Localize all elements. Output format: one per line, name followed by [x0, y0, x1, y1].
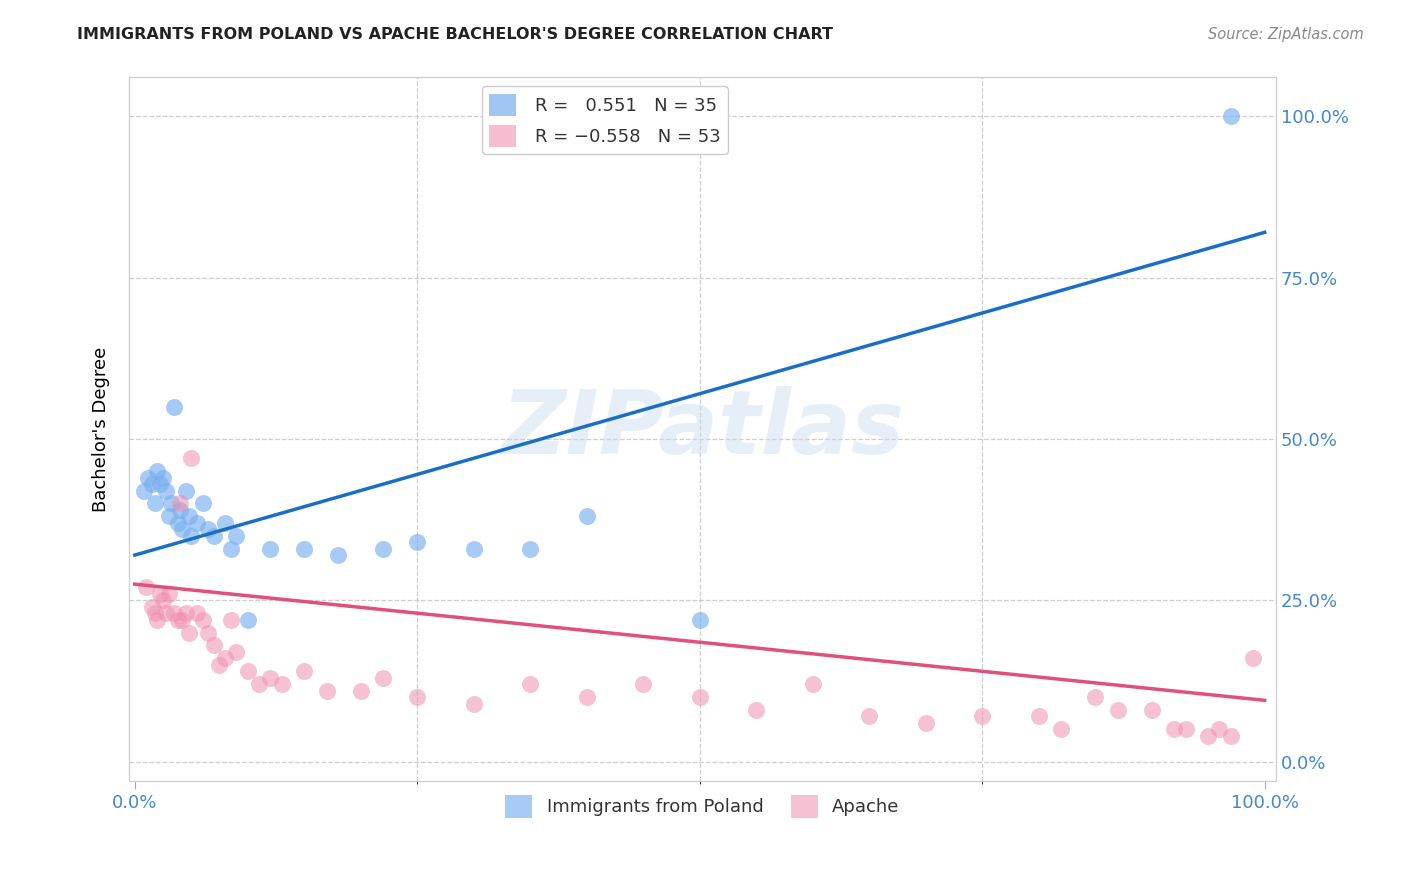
- Point: [177, 625, 200, 640]
- Point: [575, 509, 598, 524]
- Point: [202, 639, 225, 653]
- Point: [169, 503, 191, 517]
- Text: ZIPatlas: ZIPatlas: [501, 385, 904, 473]
- Point: [575, 690, 598, 704]
- Point: [270, 677, 292, 691]
- Text: Source: ZipAtlas.com: Source: ZipAtlas.com: [1208, 27, 1364, 42]
- Point: [143, 496, 166, 510]
- Point: [197, 625, 219, 640]
- Point: [172, 522, 194, 536]
- Point: [1219, 729, 1241, 743]
- Point: [214, 516, 236, 530]
- Point: [146, 464, 169, 478]
- Point: [180, 451, 202, 466]
- Point: [225, 645, 247, 659]
- Point: [406, 535, 429, 549]
- Point: [519, 541, 541, 556]
- Point: [1140, 703, 1163, 717]
- Point: [689, 613, 711, 627]
- Point: [219, 613, 242, 627]
- Point: [373, 541, 395, 556]
- Point: [1241, 651, 1264, 665]
- Point: [1028, 709, 1050, 723]
- Point: [132, 483, 155, 498]
- Legend: Immigrants from Poland, Apache: Immigrants from Poland, Apache: [498, 789, 907, 825]
- Point: [186, 516, 208, 530]
- Point: [225, 529, 247, 543]
- Point: [149, 587, 172, 601]
- Point: [186, 606, 208, 620]
- Point: [259, 671, 281, 685]
- Point: [135, 580, 157, 594]
- Point: [166, 516, 188, 530]
- Point: [463, 541, 485, 556]
- Point: [326, 548, 349, 562]
- Point: [914, 715, 936, 730]
- Point: [972, 709, 994, 723]
- Point: [292, 665, 315, 679]
- Point: [146, 613, 169, 627]
- Point: [155, 606, 177, 620]
- Point: [1050, 723, 1073, 737]
- Point: [157, 587, 180, 601]
- Point: [292, 541, 315, 556]
- Point: [141, 477, 163, 491]
- Y-axis label: Bachelor's Degree: Bachelor's Degree: [93, 347, 110, 512]
- Point: [136, 470, 159, 484]
- Point: [259, 541, 281, 556]
- Point: [202, 529, 225, 543]
- Point: [1163, 723, 1185, 737]
- Point: [163, 606, 186, 620]
- Point: [1084, 690, 1107, 704]
- Point: [689, 690, 711, 704]
- Point: [219, 541, 242, 556]
- Point: [155, 483, 177, 498]
- Text: IMMIGRANTS FROM POLAND VS APACHE BACHELOR'S DEGREE CORRELATION CHART: IMMIGRANTS FROM POLAND VS APACHE BACHELO…: [77, 27, 834, 42]
- Point: [247, 677, 270, 691]
- Point: [152, 470, 174, 484]
- Point: [191, 613, 214, 627]
- Point: [1208, 723, 1230, 737]
- Point: [157, 509, 180, 524]
- Point: [350, 683, 373, 698]
- Point: [236, 613, 259, 627]
- Point: [519, 677, 541, 691]
- Point: [1174, 723, 1197, 737]
- Point: [463, 697, 485, 711]
- Point: [169, 496, 191, 510]
- Point: [177, 509, 200, 524]
- Point: [149, 477, 172, 491]
- Point: [172, 613, 194, 627]
- Point: [174, 606, 197, 620]
- Point: [858, 709, 880, 723]
- Point: [180, 529, 202, 543]
- Point: [166, 613, 188, 627]
- Point: [1107, 703, 1129, 717]
- Point: [214, 651, 236, 665]
- Point: [236, 665, 259, 679]
- Point: [141, 599, 163, 614]
- Point: [801, 677, 824, 691]
- Point: [1219, 109, 1241, 123]
- Point: [143, 606, 166, 620]
- Point: [406, 690, 429, 704]
- Point: [1197, 729, 1219, 743]
- Point: [315, 683, 337, 698]
- Point: [745, 703, 768, 717]
- Point: [152, 593, 174, 607]
- Point: [160, 496, 183, 510]
- Point: [163, 400, 186, 414]
- Point: [208, 657, 231, 672]
- Point: [191, 496, 214, 510]
- Point: [631, 677, 654, 691]
- Point: [174, 483, 197, 498]
- Point: [373, 671, 395, 685]
- Point: [197, 522, 219, 536]
